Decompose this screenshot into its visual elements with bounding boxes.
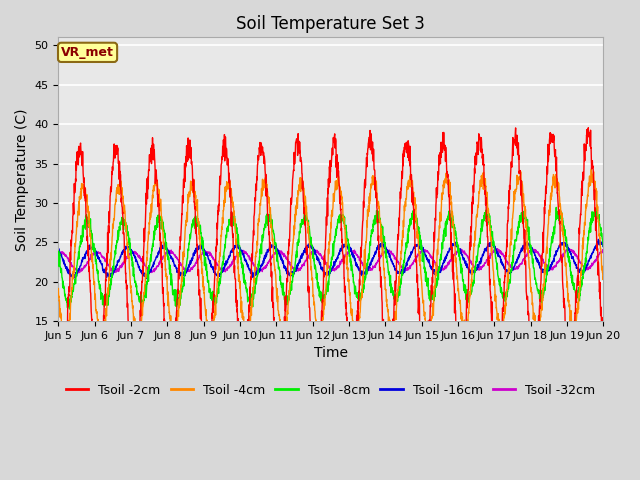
Text: VR_met: VR_met: [61, 46, 114, 59]
Title: Soil Temperature Set 3: Soil Temperature Set 3: [236, 15, 425, 33]
Legend: Tsoil -2cm, Tsoil -4cm, Tsoil -8cm, Tsoil -16cm, Tsoil -32cm: Tsoil -2cm, Tsoil -4cm, Tsoil -8cm, Tsoi…: [61, 379, 600, 402]
X-axis label: Time: Time: [314, 347, 348, 360]
Y-axis label: Soil Temperature (C): Soil Temperature (C): [15, 108, 29, 251]
